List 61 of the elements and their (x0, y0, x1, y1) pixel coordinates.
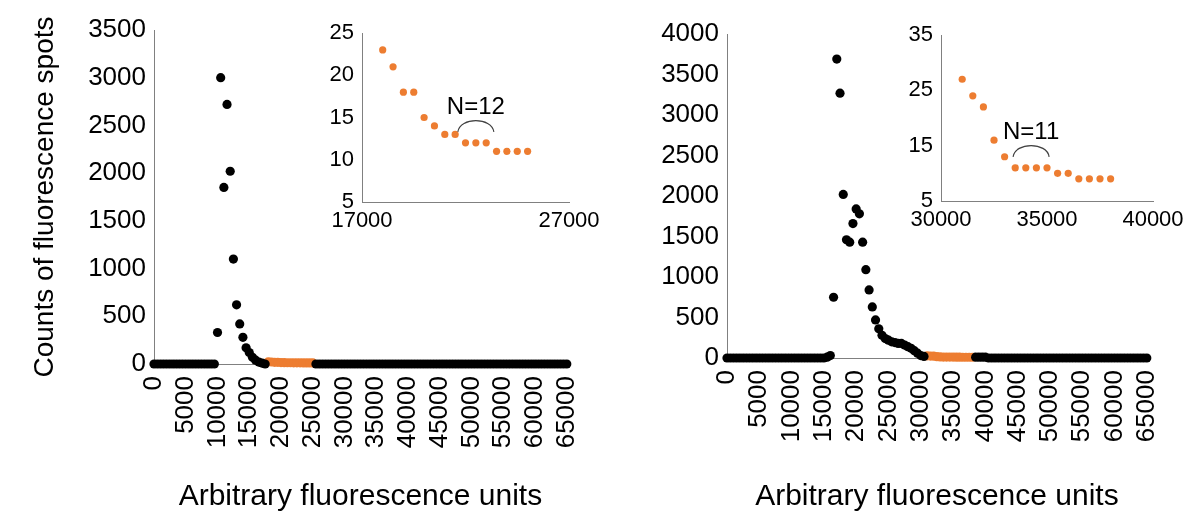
y-tick-label: 25 (329, 19, 354, 45)
x-tick-label: 30000 (327, 376, 358, 449)
y-tick-label: 4000 (661, 17, 719, 48)
y-tick-label: 2500 (661, 138, 719, 169)
x-tick-label: 50000 (1033, 370, 1064, 443)
x-tick-label: 45000 (1000, 370, 1031, 443)
y-tick-label: 500 (102, 299, 146, 330)
x-tick-label: 30000 (910, 206, 972, 232)
y-tick-label: 2000 (88, 156, 146, 187)
y-tick-label: 35 (908, 21, 933, 47)
x-axis-title: Arbitrary fluorescence units (178, 478, 543, 512)
x-tick-label: 25000 (295, 376, 326, 449)
y-tick-label: 15 (329, 103, 354, 129)
y-tick-label: 2500 (88, 108, 146, 139)
y-tick-label: 10 (329, 145, 354, 171)
x-tick-label: 15000 (232, 376, 263, 449)
y-tick-label: 1000 (661, 260, 719, 291)
y-tick-label: 3500 (88, 13, 146, 44)
y-axis-title: Counts of fluorescence spots (27, 16, 59, 378)
x-tick-label: 0 (710, 370, 741, 385)
x-tick-label: 17000 (331, 207, 393, 233)
annotation: N=11 (1002, 116, 1060, 144)
x-axis-title: Arbitrary fluorescence units (755, 478, 1119, 512)
x-tick-label: 0 (137, 376, 168, 391)
x-tick-label: 25000 (871, 370, 902, 443)
x-tick-label: 65000 (1129, 370, 1160, 443)
y-tick-label: 1500 (88, 204, 146, 235)
y-tick-label: 0 (704, 341, 719, 372)
x-tick-label: 30000 (903, 370, 934, 443)
x-tick-label: 20000 (839, 370, 870, 443)
y-tick-label: 1500 (661, 219, 719, 250)
x-tick-label: 40000 (1122, 206, 1184, 232)
x-tick-label: 40000 (391, 376, 422, 449)
x-tick-label: 5000 (168, 376, 199, 434)
y-tick-label: 25 (908, 76, 933, 102)
x-tick-label: 10000 (200, 376, 231, 449)
x-tick-label: 60000 (518, 376, 549, 449)
x-tick-label: 35000 (1016, 206, 1078, 232)
y-tick-label: 1000 (88, 251, 146, 282)
y-tick-label: 3500 (661, 57, 719, 88)
x-tick-label: 15000 (807, 370, 838, 443)
y-tick-label: 500 (675, 300, 719, 331)
x-tick-label: 65000 (549, 376, 580, 449)
y-tick-label: 3000 (88, 60, 146, 91)
x-tick-label: 35000 (359, 376, 390, 449)
x-tick-label: 27000 (538, 207, 600, 233)
y-tick-label: 15 (908, 131, 933, 157)
x-tick-label: 5000 (742, 370, 773, 428)
x-tick-label: 45000 (422, 376, 453, 449)
x-tick-label: 40000 (968, 370, 999, 443)
y-tick-label: 20 (329, 61, 354, 87)
x-tick-label: 35000 (936, 370, 967, 443)
y-tick-label: 2000 (661, 179, 719, 210)
y-tick-label: 3000 (661, 98, 719, 129)
x-tick-label: 10000 (774, 370, 805, 443)
x-tick-label: 60000 (1097, 370, 1128, 443)
x-tick-label: 50000 (454, 376, 485, 449)
annotation: N=12 (446, 91, 505, 119)
x-tick-label: 55000 (1065, 370, 1096, 443)
x-tick-label: 20000 (264, 376, 295, 449)
x-tick-label: 55000 (486, 376, 517, 449)
